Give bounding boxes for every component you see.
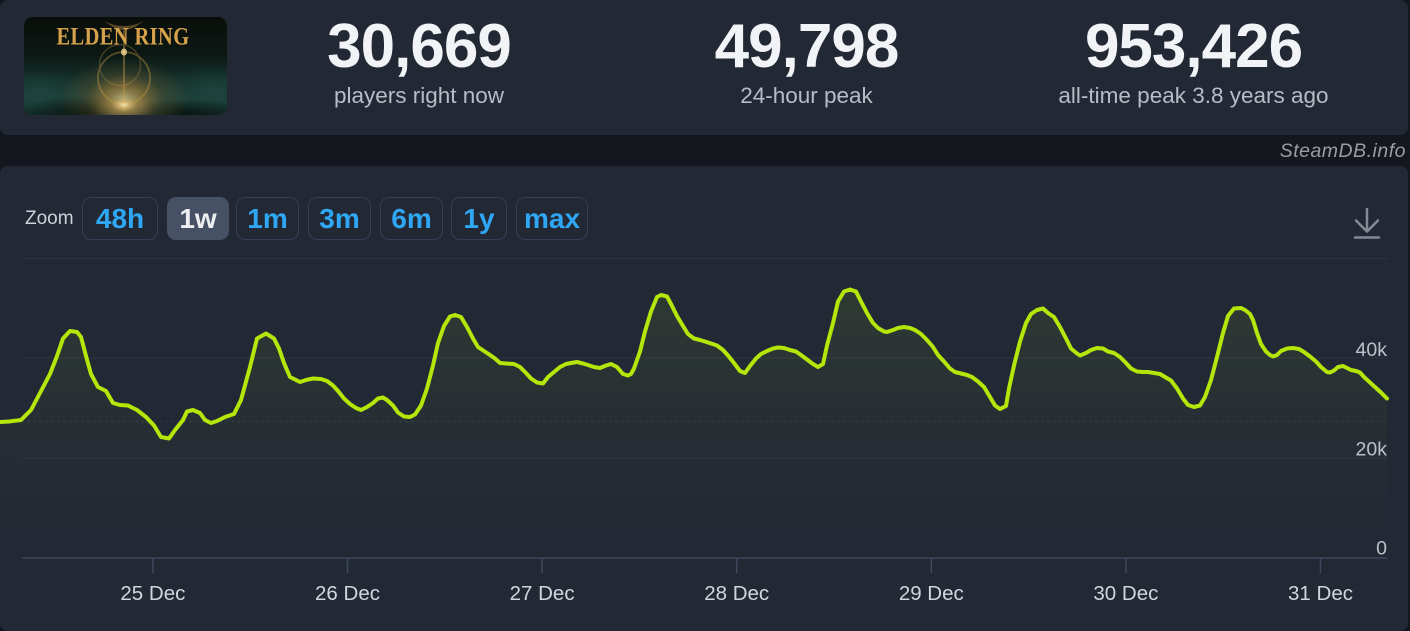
svg-text:26 Dec: 26 Dec [315,582,380,605]
svg-text:40k: 40k [1356,339,1388,361]
svg-text:0: 0 [1376,538,1387,560]
svg-text:players right now: players right now [334,83,505,108]
svg-text:49,798: 49,798 [715,12,899,81]
svg-text:31 Dec: 31 Dec [1288,582,1353,605]
svg-text:953,426: 953,426 [1085,12,1302,81]
svg-text:29 Dec: 29 Dec [899,582,964,605]
svg-text:30,669: 30,669 [327,12,511,81]
svg-text:25 Dec: 25 Dec [120,582,185,605]
svg-text:24-hour peak: 24-hour peak [740,83,873,108]
svg-text:30 Dec: 30 Dec [1093,582,1158,605]
svg-text:20k: 20k [1356,439,1388,461]
svg-text:all-time peak 3.8 years ago: all-time peak 3.8 years ago [1058,83,1328,108]
svg-text:28 Dec: 28 Dec [704,582,769,605]
svg-text:27 Dec: 27 Dec [510,582,575,605]
svg-text:ELDEN RING: ELDEN RING [57,24,190,51]
